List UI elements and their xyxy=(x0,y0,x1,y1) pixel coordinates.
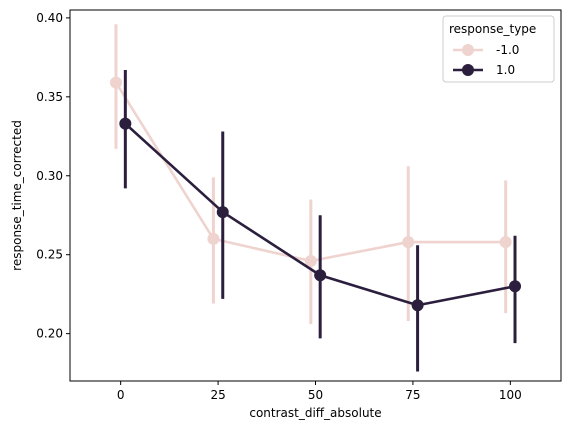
y-tick-label: 0.20 xyxy=(36,327,63,341)
data-point xyxy=(304,255,317,268)
y-axis-label: response_time_corrected xyxy=(10,120,24,271)
data-point xyxy=(119,117,132,130)
data-point xyxy=(314,269,327,282)
y-tick-label: 0.40 xyxy=(36,11,63,25)
legend: response_type -1.0 1.0 xyxy=(442,15,555,83)
axes-layer: 0 25 50 75 100 0.20 0.25 0.30 0.35 0.40 xyxy=(36,11,522,402)
series-1 xyxy=(119,69,522,372)
data-point xyxy=(207,232,220,245)
data-point xyxy=(411,299,424,312)
series-0 xyxy=(109,24,512,325)
x-tick-label: 25 xyxy=(210,388,225,402)
x-tick-label: 100 xyxy=(499,388,522,402)
x-axis-label: contrast_diff_absolute xyxy=(249,406,381,420)
data-point xyxy=(402,236,415,249)
legend-marker xyxy=(462,64,474,76)
legend-label: -1.0 xyxy=(496,43,519,57)
series-layer xyxy=(109,24,522,372)
data-point xyxy=(509,280,522,293)
legend-entries: -1.0 1.0 xyxy=(453,43,519,77)
data-point xyxy=(499,236,512,249)
y-tick-label: 0.30 xyxy=(36,169,63,183)
legend-marker xyxy=(462,44,474,56)
x-tick-label: 75 xyxy=(405,388,420,402)
legend-title: response_type xyxy=(449,22,536,36)
y-tick-label: 0.25 xyxy=(36,248,63,262)
data-point xyxy=(109,76,122,89)
x-tick-label: 0 xyxy=(117,388,125,402)
legend-label: 1.0 xyxy=(496,63,515,77)
y-tick-label: 0.35 xyxy=(36,90,63,104)
x-tick-label: 50 xyxy=(308,388,323,402)
data-point xyxy=(216,206,229,219)
